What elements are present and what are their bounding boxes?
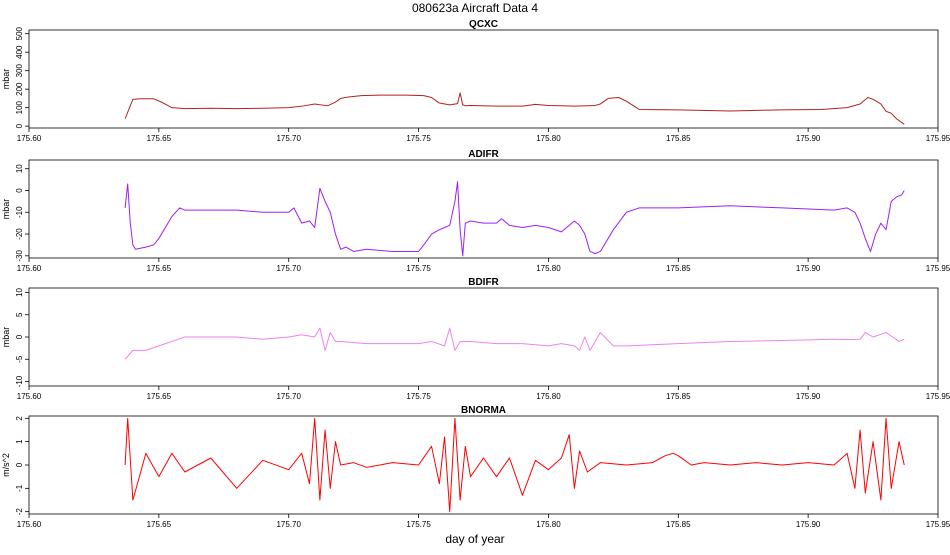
panel-title: ADIFR [468,149,499,160]
y-tick-label: -1 [15,484,24,492]
x-tick-label: 175.80 [536,264,561,273]
panel-adifr: ADIFR mbar 175.60 175.65 175.70 175.75 175.80 1… [1,149,950,273]
x-tick-label: 175.60 [17,134,42,143]
y-tick-label: 200 [15,82,24,96]
y-axis-label: mbar [1,327,11,348]
y-tick-label: 0 [15,334,24,339]
x-tick-label: 175.95 [926,134,950,143]
x-tick-label: 175.65 [147,392,172,401]
x-tick-label: 175.80 [536,134,561,143]
series-line-bdifr [124,327,905,360]
x-tick-label: 175.65 [147,520,172,529]
y-tick-label: 300 [15,63,24,77]
x-tick-label: 175.85 [666,392,691,401]
x-tick-label: 175.85 [666,134,691,143]
y-tick-label: -30 [15,249,24,261]
figure-title: 080623a Aircraft Data 4 [412,1,538,15]
y-tick-label: -5 [15,355,24,363]
y-tick-label: 100 [15,100,24,114]
y-tick-label: -20 [15,228,24,240]
x-tick-label: 175.75 [406,520,431,529]
x-tick-label: 175.75 [406,134,431,143]
y-axis-label: m/s^2 [1,453,11,477]
x-tick-label: 175.90 [796,392,821,401]
x-tick-label: 175.95 [926,520,950,529]
x-tick-label: 175.95 [926,264,950,273]
x-tick-label: 175.65 [147,134,172,143]
y-tick-label: 500 [15,26,24,40]
x-tick-label: 175.75 [406,264,431,273]
panel-title: BNORMA [461,405,506,416]
x-tick-label: 175.95 [926,392,950,401]
panel-bnorma: BNORMA m/s^2 175.60 175.65 175.70 175.75 175.8… [1,405,950,529]
y-tick-label: 0 [15,188,24,193]
x-tick-label: 175.70 [276,520,301,529]
y-axis-label: mbar [1,199,11,220]
y-tick-label: 1 [15,439,24,444]
y-tick-label: -2 [15,508,24,516]
x-tick-label: 175.85 [666,264,691,273]
x-tick-label: 175.65 [147,264,172,273]
y-tick-label: 5 [15,312,24,317]
y-tick-label: 400 [15,45,24,59]
y-tick-label: 0 [15,462,24,467]
series-line-adifr [124,181,905,257]
panel-title: QCXC [469,19,498,30]
plot-frame [28,159,939,259]
y-tick-label: 2 [15,416,24,421]
series-line-qcxc [124,92,905,125]
x-tick-label: 175.80 [536,520,561,529]
panel-title: BDIFR [468,277,499,288]
x-tick-label: 175.70 [276,264,301,273]
y-tick-label: 0 [15,123,24,128]
panel-bdifr: BDIFR mbar 175.60 175.65 175.70 175.75 175.80 1… [1,277,950,401]
x-tick-label: 175.80 [536,392,561,401]
y-tick-label: -10 [15,375,24,387]
plot-frame [28,287,939,387]
plot-frame [28,29,939,129]
y-axis-label: mbar [1,69,11,90]
x-tick-label: 175.60 [17,264,42,273]
x-tick-label: 175.90 [796,134,821,143]
y-tick-label: 10 [15,287,24,296]
x-tick-label: 175.70 [276,134,301,143]
series-line-bnorma [124,417,905,513]
y-tick-label: -10 [15,206,24,218]
x-tick-label: 175.75 [406,392,431,401]
x-axis-label: day of year [445,532,504,546]
x-tick-label: 175.60 [17,392,42,401]
panel-qcxc: QCXC mbar 175.60 175.65 175.70 175.75 175.80 17… [1,19,950,143]
x-tick-label: 175.90 [796,264,821,273]
x-tick-label: 175.90 [796,520,821,529]
x-tick-label: 175.70 [276,392,301,401]
panels-group: QCXC mbar 175.60 175.65 175.70 175.75 175.80 17… [1,19,950,529]
x-tick-label: 175.85 [666,520,691,529]
x-tick-label: 175.60 [17,520,42,529]
y-tick-label: 10 [15,164,24,173]
